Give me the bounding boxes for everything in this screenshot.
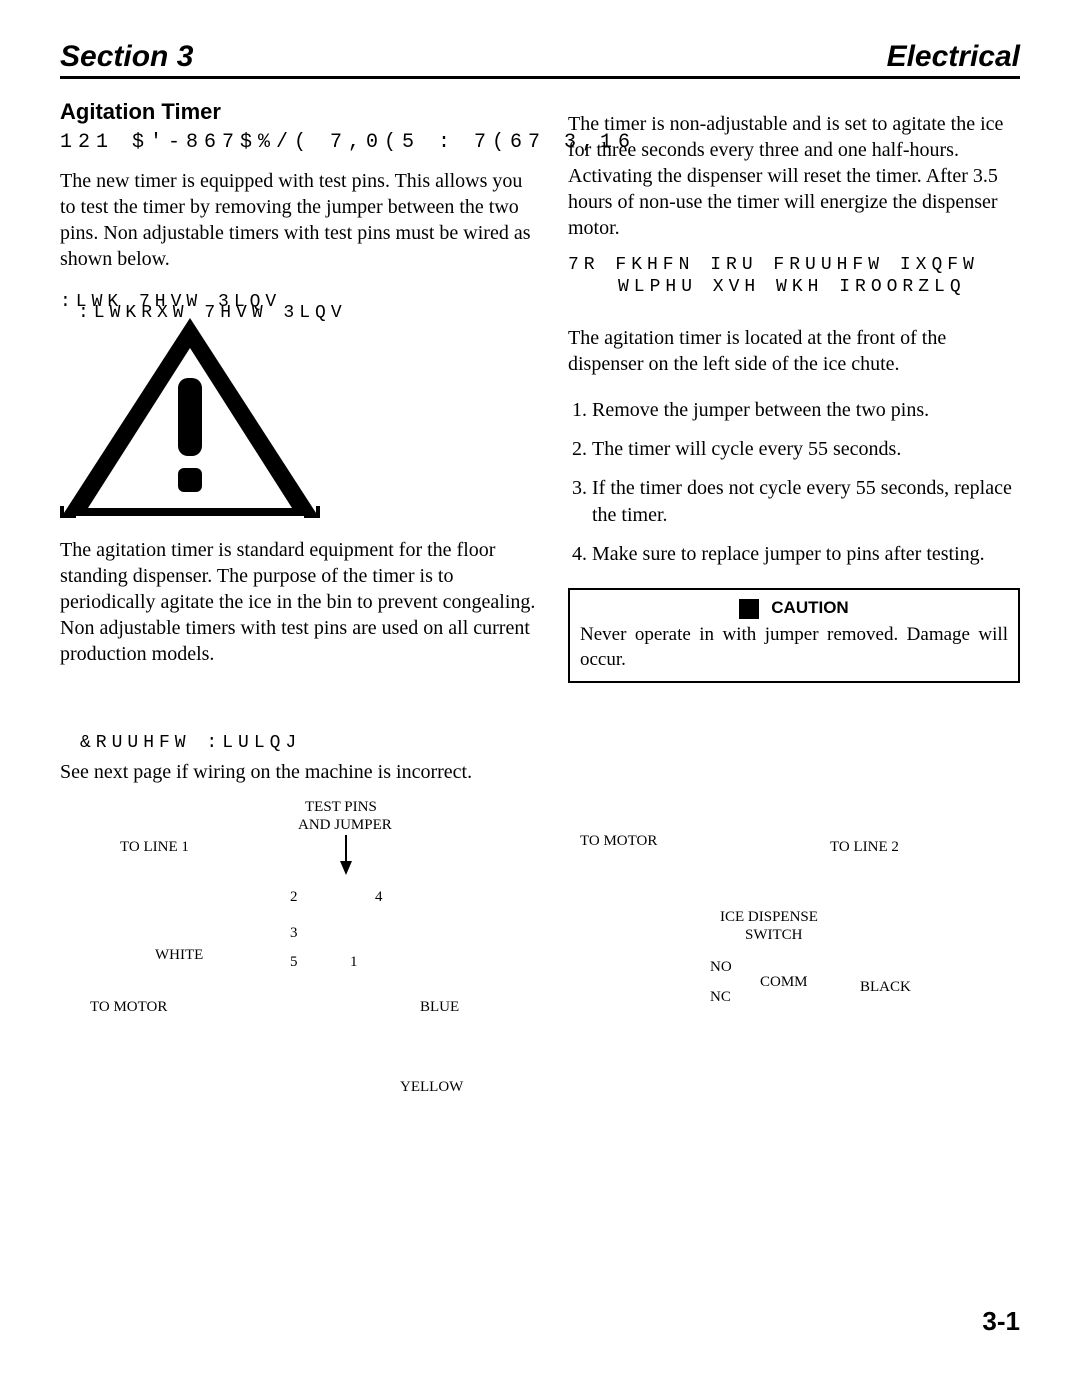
para-standard-equipment: The agitation timer is standard equipmen…	[60, 537, 540, 667]
caution-box: CAUTION Never operate in with jumper rem…	[568, 588, 1020, 683]
label-black: BLACK	[860, 979, 911, 996]
arrow-icon	[338, 835, 354, 880]
step-1: Remove the jumper between the two pins.	[592, 397, 1020, 424]
wiring-diagram: TEST PINS AND JUMPER TO LINE 1 TO MOTOR …	[60, 799, 1020, 1139]
garbled-title: 121 $'-867$%/( 7,0(5 : 7(67 3,16	[60, 131, 540, 154]
pin-4: 4	[375, 889, 383, 906]
caution-text: Never operate in with jumper removed. Da…	[580, 623, 1008, 672]
garbled-without-test-pins: :LWKRXW 7HVW 3LQV	[78, 303, 530, 323]
label-and-jumper: AND JUMPER	[298, 817, 392, 834]
caution-block-icon	[739, 599, 759, 619]
label-comm: COMM	[760, 974, 808, 991]
garbled-correct-wiring: &RUUHFW :LULQJ	[80, 733, 1020, 753]
label-to-line-2: TO LINE 2	[830, 839, 899, 856]
label-blue: BLUE	[420, 999, 459, 1016]
pin-2: 2	[290, 889, 298, 906]
label-to-motor-top: TO MOTOR	[580, 833, 657, 850]
para-newtimer: The new timer is equipped with test pins…	[60, 168, 540, 272]
step-3: If the timer does not cycle every 55 sec…	[592, 475, 1020, 529]
label-switch: SWITCH	[745, 927, 803, 944]
subhead-agitation-timer: Agitation Timer	[60, 99, 540, 125]
para-see-next: See next page if wiring on the machine i…	[60, 759, 1020, 785]
header-left: Section 3	[60, 40, 193, 74]
label-ice-dispense: ICE DISPENSE	[720, 909, 818, 926]
para-location: The agitation timer is located at the fr…	[568, 325, 1020, 377]
para-nonadjustable: The timer is non-adjustable and is set t…	[568, 111, 1020, 241]
label-to-line-1: TO LINE 1	[120, 839, 189, 856]
pin-5: 5	[290, 954, 298, 971]
header-right: Electrical	[887, 40, 1020, 74]
garbled-check-line2: WLPHU XVH WKH IROORZLQ	[568, 277, 1020, 297]
warning-icon	[60, 318, 540, 523]
caution-label: CAUTION	[771, 598, 848, 617]
page-number: 3-1	[982, 1306, 1020, 1337]
pin-3: 3	[290, 925, 298, 942]
label-no: NO	[710, 959, 732, 976]
label-white: WHITE	[155, 947, 203, 964]
label-nc: NC	[710, 989, 731, 1006]
left-column: Agitation Timer 121 $'-867$%/( 7,0(5 : 7…	[60, 93, 540, 683]
pin-1: 1	[350, 954, 358, 971]
label-yellow: YELLOW	[400, 1079, 463, 1096]
right-column: The timer is non-adjustable and is set t…	[568, 93, 1020, 683]
label-to-motor-left: TO MOTOR	[90, 999, 167, 1016]
page-header: Section 3 Electrical	[60, 40, 1020, 79]
step-4: Make sure to replace jumper to pins afte…	[592, 541, 1020, 568]
step-2: The timer will cycle every 55 seconds.	[592, 436, 1020, 463]
label-test-pins: TEST PINS	[305, 799, 377, 816]
test-steps-list: Remove the jumper between the two pins. …	[568, 397, 1020, 568]
garbled-check-line1: 7R FKHFN IRU FRUUHFW IXQFW	[568, 255, 1020, 275]
